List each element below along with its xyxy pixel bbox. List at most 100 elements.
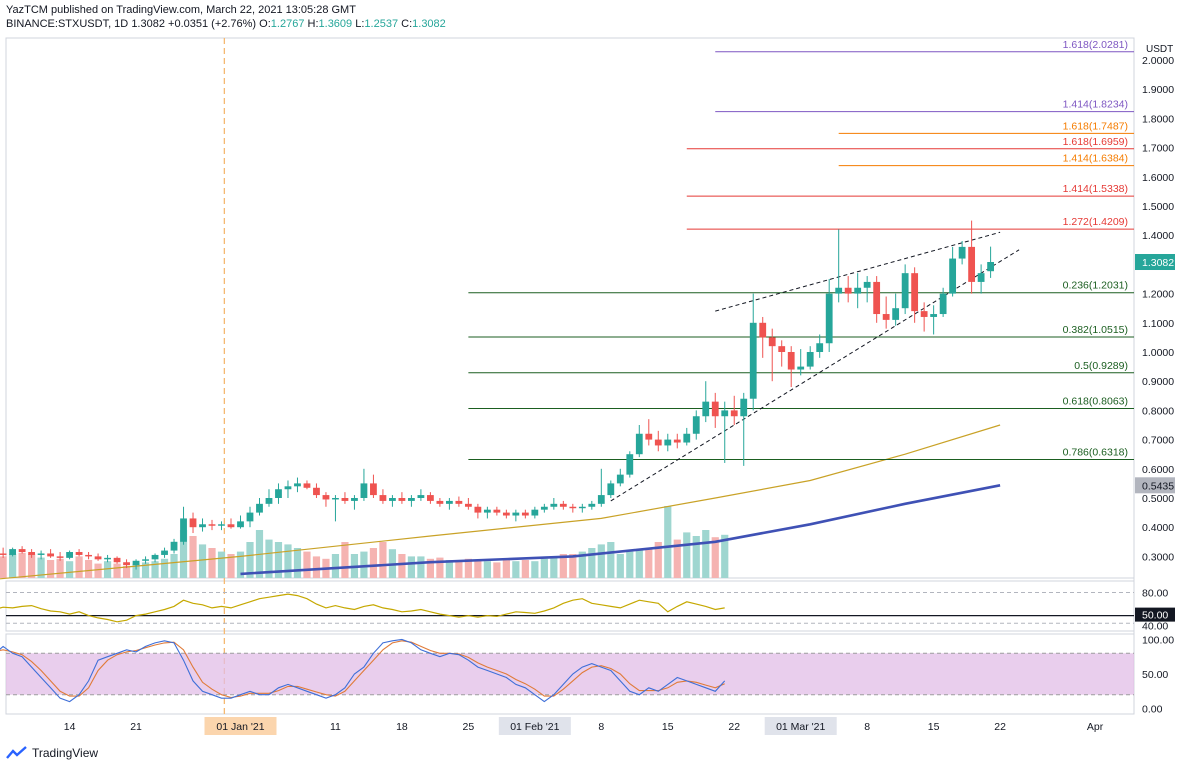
candle-body — [949, 258, 957, 294]
candle-body — [227, 524, 235, 528]
candle-body — [531, 509, 539, 516]
candle-body — [85, 554, 92, 557]
price-tick-label: 1.6000 — [1142, 172, 1174, 184]
candle-body — [920, 311, 928, 317]
candle-body — [806, 352, 814, 367]
volume-bar — [493, 562, 501, 578]
volume-bar — [122, 566, 131, 578]
volume-bar — [331, 554, 340, 578]
candle-body — [56, 556, 64, 558]
price-pane — [5, 37, 1135, 579]
volume-bar — [597, 544, 605, 578]
candle-body — [749, 322, 757, 399]
candle-body — [854, 287, 862, 294]
candle-body — [626, 454, 634, 475]
candle-body — [759, 322, 767, 338]
symbol-ohlc-line: BINANCE:STXUSDT, 1D 1.3082 +0.0351 (+2.7… — [6, 17, 446, 31]
time-axis-highlight — [498, 717, 571, 735]
open-label: O: — [259, 18, 271, 30]
volume-bar — [37, 557, 45, 578]
volume-bar — [540, 558, 548, 578]
candle-body — [303, 483, 311, 488]
candle-body — [94, 556, 102, 560]
fib-level-label: 0.382(1.0515) — [1063, 324, 1128, 336]
volume-bar — [0, 556, 7, 578]
candle-body — [892, 308, 900, 320]
price-tick-label: 0.4000 — [1142, 522, 1174, 534]
last-price-tag — [1135, 254, 1175, 271]
rsi-tick-label: 80.00 — [1142, 588, 1168, 600]
candle-body — [9, 549, 17, 555]
volume-bar — [312, 556, 321, 578]
candle-body — [512, 512, 520, 516]
candle-body — [550, 503, 558, 507]
volume-bar — [521, 560, 529, 578]
candle-body — [256, 503, 263, 513]
candle-body — [939, 293, 947, 315]
tradingview-footer: TradingView — [6, 746, 98, 760]
candle-body — [958, 246, 966, 259]
candle-body — [778, 346, 786, 352]
candle-body — [730, 410, 738, 417]
candle-body — [189, 518, 197, 528]
high-label: H: — [307, 18, 319, 30]
volume-bar — [246, 542, 254, 578]
volume-bar — [18, 552, 26, 578]
rsi-tick-label: 40.00 — [1142, 620, 1168, 632]
last-price-tag-label: 1.3082 — [1142, 257, 1174, 269]
volume-bar — [103, 561, 112, 578]
candle-body — [246, 512, 254, 522]
volume-bar — [692, 536, 700, 578]
price-tick-label: 0.9000 — [1142, 376, 1174, 388]
candle-body — [873, 281, 881, 315]
candle-body — [664, 439, 672, 446]
candle-body — [360, 483, 368, 498]
fib-level-label: 1.414(1.5338) — [1063, 183, 1128, 195]
volume-bar — [84, 560, 93, 578]
rsi-level-tag — [1135, 607, 1175, 622]
candle-body — [540, 506, 548, 510]
volume-bar — [265, 539, 273, 578]
candle-body — [911, 273, 919, 312]
volume-bar — [208, 548, 216, 578]
volume-bar — [56, 558, 64, 578]
candle-body — [702, 401, 710, 417]
candle-body — [341, 498, 349, 501]
volume-bar — [645, 548, 653, 578]
fib-level-label: 0.5(0.9289) — [1074, 360, 1128, 372]
candle-body — [692, 416, 700, 434]
tradingview-logo-icon — [6, 746, 27, 759]
candle-body — [521, 512, 529, 516]
candle-body — [37, 553, 45, 555]
candle-body — [275, 489, 282, 498]
time-tick-label: Apr — [1087, 721, 1104, 733]
volume-bar — [303, 551, 311, 578]
ma-short-line — [0, 424, 1001, 580]
candle-body — [616, 474, 624, 484]
candle-body — [427, 495, 434, 501]
time-tick-label: 18 — [396, 721, 408, 733]
candle-body — [474, 506, 482, 513]
close-value: 1.3082 — [412, 18, 446, 30]
time-tick-label: 01 Mar '21 — [776, 721, 825, 733]
fib-level-label: 0.786(0.6318) — [1063, 447, 1128, 459]
fib-level-label: 0.236(1.2031) — [1063, 280, 1128, 292]
open-value: 1.2767 — [270, 18, 305, 30]
volume-bar — [160, 558, 169, 578]
volume-bar — [379, 542, 387, 578]
price-tick-label: 1.1000 — [1142, 318, 1174, 330]
volume-bar — [151, 561, 159, 578]
candle-body — [445, 500, 453, 504]
volume-bar — [369, 548, 378, 578]
volume-bar — [436, 557, 444, 578]
candle-body — [313, 487, 320, 496]
symbol-name: BINANCE:STXUSDT, 1D — [6, 18, 129, 30]
time-tick-label: 01 Jan '21 — [216, 721, 264, 733]
volume-bar — [65, 561, 74, 578]
volume-bar — [141, 562, 150, 578]
price-tick-label: 0.6000 — [1142, 464, 1174, 476]
candle-body — [322, 495, 330, 500]
candle-body — [683, 433, 691, 443]
candle-body — [180, 518, 187, 542]
